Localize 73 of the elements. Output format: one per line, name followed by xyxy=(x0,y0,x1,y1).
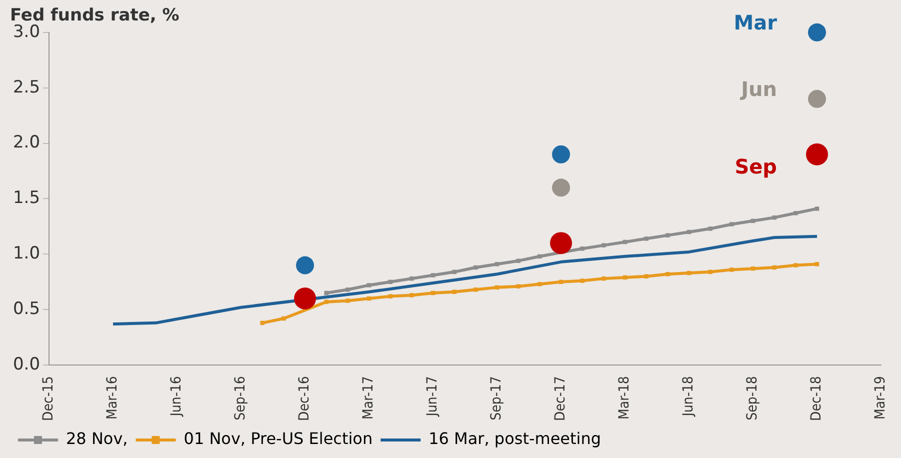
point xyxy=(644,236,648,241)
point xyxy=(602,276,606,281)
point xyxy=(324,290,328,296)
point xyxy=(366,283,372,288)
x-tick-label: Dec-18 xyxy=(808,376,825,422)
point xyxy=(730,268,734,272)
x-tick-label: Jun-16 xyxy=(168,376,185,418)
point xyxy=(474,288,478,292)
point xyxy=(452,290,456,294)
point xyxy=(808,23,826,42)
x-tick-label: Sep-16 xyxy=(232,376,249,420)
point xyxy=(324,300,328,304)
point xyxy=(814,206,820,211)
legend-label: 01 Nov, Pre-US Election xyxy=(184,429,373,448)
x-tick-label: Mar-16 xyxy=(104,376,121,420)
point xyxy=(580,278,584,283)
point xyxy=(708,226,712,231)
series-label: Jun xyxy=(739,77,778,102)
point xyxy=(552,178,570,197)
point xyxy=(294,288,316,310)
point xyxy=(474,265,478,270)
point xyxy=(494,262,500,266)
point xyxy=(452,270,456,274)
point xyxy=(806,143,828,166)
point xyxy=(552,145,570,164)
x-tick-label: Dec-16 xyxy=(296,376,313,422)
point xyxy=(550,232,572,254)
point xyxy=(794,263,798,268)
x-tick-label: Mar-18 xyxy=(616,376,633,420)
series-label: Sep xyxy=(734,154,778,179)
point xyxy=(772,215,776,220)
point xyxy=(282,316,286,321)
point xyxy=(666,233,670,238)
point xyxy=(814,262,820,266)
point xyxy=(580,246,584,251)
point xyxy=(602,243,606,248)
x-tick-label: Mar-17 xyxy=(360,376,377,420)
point xyxy=(388,280,392,284)
point xyxy=(708,270,712,274)
legend-label: 16 Mar, post-meeting xyxy=(428,429,602,448)
y-tick-label: 2.5 xyxy=(12,77,40,98)
point xyxy=(296,256,314,274)
point xyxy=(516,258,520,263)
point xyxy=(730,222,734,226)
point xyxy=(794,211,798,216)
series-label: Mar xyxy=(734,10,778,35)
x-tick-label: Jun-18 xyxy=(680,376,697,418)
y-tick-label: 1.5 xyxy=(12,188,40,208)
y-tick-label: 0.0 xyxy=(12,354,40,374)
point xyxy=(666,272,670,276)
point xyxy=(410,276,414,281)
point xyxy=(430,273,436,278)
point xyxy=(808,90,826,108)
point xyxy=(410,293,414,298)
point xyxy=(516,284,520,288)
point xyxy=(346,298,350,303)
point xyxy=(772,265,776,270)
x-tick-label: Dec-17 xyxy=(552,376,569,422)
x-tick-label: Sep-17 xyxy=(488,376,505,420)
point xyxy=(538,254,542,259)
point xyxy=(260,320,264,326)
x-tick-label: Sep-18 xyxy=(744,376,761,420)
x-tick-label: Dec-15 xyxy=(40,376,57,422)
y-tick-label: 2.0 xyxy=(12,132,40,153)
y-tick-label: 0.5 xyxy=(12,299,40,320)
point xyxy=(388,294,392,298)
point xyxy=(538,282,542,286)
legend-label: 28 Nov, xyxy=(66,429,128,448)
point xyxy=(644,274,648,278)
x-tick-label: Mar-19 xyxy=(872,376,889,420)
point xyxy=(346,288,350,292)
y-tick-label: 1.0 xyxy=(12,244,40,264)
x-tick-label: Jun-17 xyxy=(424,376,441,418)
